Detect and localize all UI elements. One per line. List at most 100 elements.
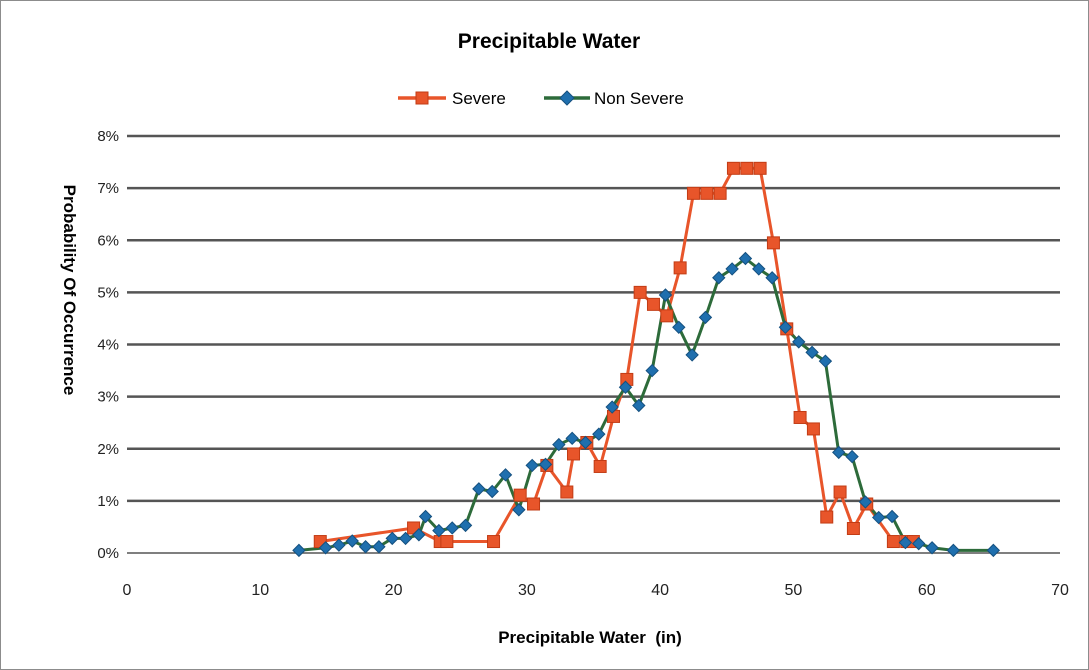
data-point-non-severe <box>752 262 766 276</box>
data-point-severe <box>673 261 687 275</box>
data-point-severe <box>846 522 860 536</box>
data-point-non-severe <box>738 251 753 266</box>
x-tick-label: 50 <box>785 582 803 599</box>
data-point-non-severe <box>385 531 399 546</box>
series-line-severe <box>320 166 914 543</box>
data-point-non-severe <box>618 380 633 394</box>
data-point-severe <box>527 497 541 511</box>
data-point-non-severe <box>778 320 793 335</box>
data-point-severe <box>726 161 740 175</box>
data-point-severe <box>593 459 607 473</box>
x-axis-title: Precipitable Water (in) <box>498 628 682 647</box>
data-point-non-severe <box>898 535 913 550</box>
data-point-non-severe <box>358 540 373 554</box>
data-point-severe <box>806 422 820 436</box>
data-point-non-severe <box>512 503 526 517</box>
data-point-severe <box>660 309 674 323</box>
data-point-non-severe <box>432 523 446 538</box>
y-tick-label: 7% <box>97 180 119 197</box>
legend-marker-non-severe <box>559 90 575 106</box>
data-point-non-severe <box>925 541 939 555</box>
data-point-non-severe <box>292 543 306 558</box>
data-point-severe <box>560 485 574 499</box>
x-tick-label: 0 <box>123 582 132 599</box>
data-point-non-severe <box>332 538 346 552</box>
data-point-severe <box>633 285 647 299</box>
data-point-non-severe <box>632 398 646 413</box>
data-point-non-severe <box>485 484 499 499</box>
x-tick-label: 70 <box>1051 582 1069 599</box>
data-point-non-severe <box>645 363 659 378</box>
data-point-non-severe <box>685 348 699 362</box>
y-tick-label: 3% <box>97 389 119 406</box>
series-line-non-severe <box>298 257 994 552</box>
data-point-non-severe <box>912 536 926 551</box>
data-point-non-severe <box>792 335 806 349</box>
data-point-severe <box>886 535 900 549</box>
data-point-non-severe <box>672 320 686 335</box>
data-point-severe <box>487 535 501 549</box>
data-point-non-severe <box>398 531 413 546</box>
legend: Severe Non Severe <box>398 89 684 108</box>
y-tick-label: 5% <box>97 284 119 301</box>
data-point-non-severe <box>845 449 859 464</box>
data-point-non-severe <box>418 509 433 524</box>
data-series <box>292 161 1001 558</box>
data-point-non-severe <box>372 540 386 554</box>
data-point-non-severe <box>318 541 333 555</box>
data-point-non-severe <box>858 495 873 509</box>
data-point-severe <box>766 236 780 250</box>
x-tick-labels: 0 10 20 30 40 50 60 70 <box>123 582 1069 599</box>
data-point-non-severe <box>472 482 486 496</box>
data-point-non-severe <box>538 457 553 472</box>
data-point-non-severe <box>946 543 961 558</box>
data-point-non-severe <box>658 288 673 302</box>
data-point-non-severe <box>872 510 886 525</box>
data-point-severe <box>820 510 834 524</box>
data-point-non-severe <box>592 427 606 441</box>
y-tick-label: 1% <box>97 493 119 510</box>
x-tick-label: 60 <box>918 582 936 599</box>
x-tick-label: 10 <box>251 582 269 599</box>
legend-marker-severe <box>415 91 429 105</box>
data-point-non-severe <box>818 354 833 368</box>
data-point-severe <box>793 410 807 424</box>
data-point-non-severe <box>565 431 579 446</box>
data-point-non-severe <box>445 521 459 535</box>
y-tick-labels: 0% 1% 2% 3% 4% 5% 6% 7% 8% <box>97 128 119 562</box>
data-point-non-severe <box>832 445 846 460</box>
y-tick-label: 6% <box>97 232 119 249</box>
data-point-non-severe <box>525 458 539 473</box>
data-point-non-severe <box>712 271 726 285</box>
data-point-severe <box>646 297 660 311</box>
x-tick-label: 40 <box>651 582 669 599</box>
data-point-severe <box>700 186 714 200</box>
data-point-severe <box>753 161 767 175</box>
y-axis-title: Probability Of Occurrence <box>60 185 79 396</box>
chart-title: Precipitable Water <box>458 30 640 53</box>
data-point-severe <box>833 485 847 499</box>
data-point-severe <box>513 488 527 502</box>
data-point-non-severe <box>986 543 1001 558</box>
data-point-non-severe <box>725 262 739 276</box>
y-tick-label: 8% <box>97 128 119 145</box>
data-point-non-severe <box>578 435 593 450</box>
data-point-severe <box>567 447 581 461</box>
legend-label-severe: Severe <box>452 89 506 108</box>
data-point-non-severe <box>605 400 619 414</box>
data-point-non-severe <box>498 468 513 482</box>
data-point-non-severe <box>698 310 713 325</box>
data-point-severe <box>440 535 454 549</box>
data-point-non-severe <box>552 437 566 452</box>
data-point-severe <box>686 186 700 200</box>
x-tick-label: 20 <box>385 582 403 599</box>
data-point-non-severe <box>805 345 819 360</box>
y-tick-label: 4% <box>97 337 119 354</box>
data-point-severe <box>713 186 727 200</box>
data-point-non-severe <box>345 534 359 548</box>
data-point-severe <box>740 161 754 175</box>
y-tick-label: 2% <box>97 441 119 458</box>
y-tick-label: 0% <box>97 545 119 562</box>
data-point-non-severe <box>885 509 899 524</box>
